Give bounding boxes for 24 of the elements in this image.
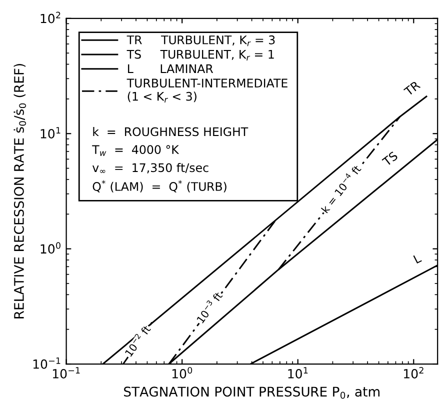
annotation: k = ROUGHNESS HEIGHT bbox=[93, 127, 248, 136]
x-tick-label: 10$^{1}$ bbox=[288, 367, 308, 378]
annotation: TS bbox=[382, 151, 398, 167]
y-tick-label: 10$^{2}$ bbox=[40, 12, 60, 24]
annotation: Q$^{*}$ (LAM) = Q$^{*}$ (TURB) bbox=[92, 180, 226, 192]
y-tick-label: 10$^{−1}$ bbox=[33, 358, 60, 369]
x-tick-label: 10$^{2}$ bbox=[404, 366, 424, 378]
legend-label: TS TURBULENT, K$_{r}$ = 1 bbox=[126, 50, 274, 60]
x-axis-title: STAGNATION POINT PRESSURE P$_{0}$, atm bbox=[124, 386, 380, 399]
annotation: k = 10$^{−4}$ ft bbox=[320, 164, 362, 214]
x-tick-label: 10$^{−1}$ bbox=[52, 367, 80, 378]
annotation: TR bbox=[403, 80, 421, 96]
legend-label: TR TURBULENT, K$_{r}$ = 3 bbox=[126, 35, 275, 46]
y-axis-title: RELATIVE RECESSION RATE ṡ$_{0}$/ṡ$_{0}$ (REF) bbox=[14, 64, 26, 318]
annotation: 10$^{−2}$ ft bbox=[123, 324, 152, 357]
annotation: T$_{w}$ = 4000 °K bbox=[92, 145, 180, 156]
annotation: 10$^{−3}$ ft bbox=[195, 290, 223, 324]
legend-label: L LAMINAR bbox=[128, 64, 214, 74]
annotation: L bbox=[413, 253, 422, 264]
x-tick-label: 10$^{0}$ bbox=[172, 366, 192, 378]
y-tick-label: 10$^{0}$ bbox=[40, 242, 60, 254]
legend-label: TURBULENT-INTERMEDIATE (1 < K$_{r}$ < 3) bbox=[126, 78, 288, 103]
y-tick-label: 10$^{1}$ bbox=[40, 127, 60, 138]
text: v$_{∞}$ = 17,350 ft/sec bbox=[92, 162, 208, 174]
